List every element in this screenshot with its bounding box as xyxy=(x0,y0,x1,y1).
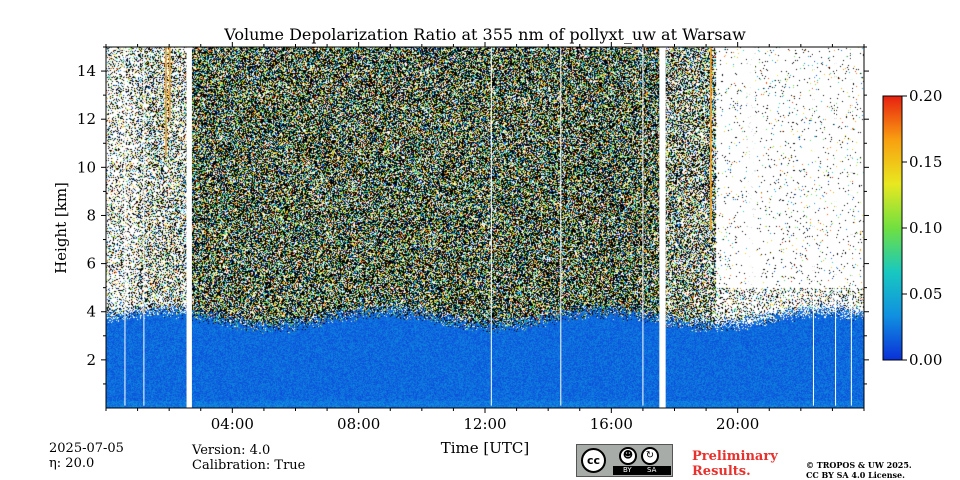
colorbar-tick-label: 0.15 xyxy=(909,153,942,171)
colorbar-tick-label: 0.10 xyxy=(909,219,942,237)
share-alike-icon: ↻ xyxy=(641,447,659,465)
copyright-block: © TROPOS & UW 2025. CC BY SA 4.0 License… xyxy=(806,460,912,480)
x-tick-label: 08:00 xyxy=(337,415,380,433)
colorbar-tick-label: 0.00 xyxy=(909,351,942,369)
depolarization-heatmap xyxy=(106,47,864,408)
y-tick-label: 14 xyxy=(77,62,96,80)
no-data-gap xyxy=(659,47,666,408)
x-tick-label: 12:00 xyxy=(463,415,506,433)
y-axis-label: Height [km] xyxy=(52,182,70,274)
colorbar-tick-label: 0.05 xyxy=(909,285,942,303)
clear-sky-strip xyxy=(747,47,756,288)
colorbar xyxy=(882,95,903,361)
footer-calibration: Calibration: True xyxy=(192,458,306,473)
copyright-line1: © TROPOS & UW 2025. xyxy=(806,460,912,470)
y-tick-label: 12 xyxy=(77,110,96,128)
footer-date: 2025-07-05 xyxy=(49,441,124,456)
cc-by-label: BY xyxy=(623,466,632,474)
x-axis: 04:00 08:00 12:00 16:00 20:00 xyxy=(105,42,865,433)
y-tick-label: 6 xyxy=(86,255,96,273)
cc-badge-bar: BY SA xyxy=(613,466,671,475)
preliminary-line1: Preliminary xyxy=(692,449,778,464)
copyright-line2: CC BY SA 4.0 License. xyxy=(806,470,905,480)
cc-sa-label: SA xyxy=(647,466,657,474)
cc-logo-icon: cc xyxy=(581,448,606,473)
no-data-gap xyxy=(186,47,192,408)
colorbar-ticks: 0.00 0.05 0.10 0.15 0.20 xyxy=(902,87,942,369)
chart-title: Volume Depolarization Ratio at 355 nm of… xyxy=(224,25,746,44)
footer-date-block: 2025-07-05 η: 20.0 xyxy=(49,441,124,471)
y-tick-label: 8 xyxy=(86,206,96,224)
person-icon: ☻ xyxy=(619,447,637,465)
y-tick-label: 2 xyxy=(86,351,96,369)
preliminary-results: Preliminary Results. xyxy=(692,449,778,479)
heatmap-overlays xyxy=(124,47,852,408)
y-tick-label: 10 xyxy=(77,158,96,176)
y-axis: 2 4 6 8 10 12 14 xyxy=(77,46,869,385)
x-tick-label: 20:00 xyxy=(716,415,759,433)
colorbar-tick-label: 0.20 xyxy=(909,87,942,105)
cc-license-badge[interactable]: cc ☻ ↻ BY SA xyxy=(576,444,673,477)
y-tick-label: 4 xyxy=(86,303,96,321)
footer-version: Version: 4.0 xyxy=(192,443,271,458)
preliminary-line2: Results. xyxy=(692,464,751,479)
x-axis-label: Time [UTC] xyxy=(441,439,530,457)
x-tick-label: 16:00 xyxy=(590,415,633,433)
x-tick-label: 04:00 xyxy=(211,415,254,433)
footer-version-block: Version: 4.0 Calibration: True xyxy=(192,443,305,473)
footer-eta: η: 20.0 xyxy=(49,456,95,471)
